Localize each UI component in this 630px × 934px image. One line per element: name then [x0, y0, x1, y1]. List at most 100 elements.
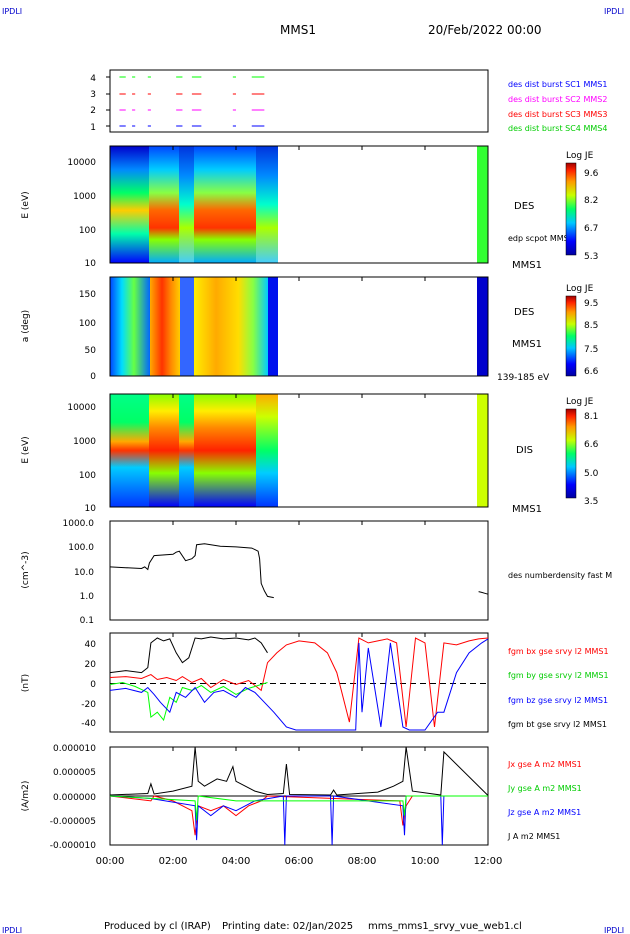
time-tick-label: 04:00 — [222, 856, 251, 867]
dis-energy-block-5 — [256, 394, 278, 507]
des-energy-tick: 1000 — [73, 192, 96, 202]
current-label-jy: Jy gse A m2 MMS1 — [507, 784, 582, 793]
des-pitch-block-4 — [194, 277, 268, 376]
des-energy-colorbar-tick: 9.6 — [584, 169, 599, 179]
des-energy-colorbar-tick: 6.7 — [584, 224, 598, 234]
des-pitch-colorbar — [565, 295, 577, 377]
density-tick: 1.0 — [80, 592, 95, 602]
corner-label-bottom-right: IPDLI — [604, 926, 624, 934]
des-energy-overlay-label: edp scpot MMS1 — [508, 234, 574, 243]
des-energy-block-3 — [179, 146, 194, 263]
dis-energy-block-4 — [194, 394, 256, 507]
des-pitch-block-2 — [150, 277, 180, 376]
dis-energy-colorbar-tick: 6.6 — [584, 440, 599, 450]
density-ylabel: (cm^-3) — [21, 551, 31, 588]
series-line-fgm-bz-gse-srvy-l2-mms1 — [109, 638, 489, 731]
dis-energy-block-6 — [477, 394, 488, 507]
dis-energy-label: DIS — [516, 445, 533, 456]
burst-label-sc3: des dist burst SC3 MMS3 — [508, 110, 607, 119]
series-line-fgm-bx-gse-srvy-l2-mms1 — [109, 637, 489, 728]
series-line-fgm-by-gse-srvy-l2-mms1 — [109, 681, 268, 722]
burst-label-sc1: des dist burst SC1 MMS1 — [508, 80, 607, 89]
time-axis: 00:00 02:00 04:00 06:00 08:00 10:00 12:00 — [96, 146, 503, 867]
time-tick-label: 00:00 — [96, 856, 125, 867]
corner-label-top-left: IPDLI — [2, 7, 22, 16]
density-lines — [109, 543, 489, 599]
time-tick-label: 12:00 — [474, 856, 503, 867]
spacecraft-title: MMS1 — [280, 23, 316, 37]
dis-energy-tick: 10000 — [67, 403, 96, 413]
density-series-label: des numberdensity fast M — [508, 571, 612, 580]
des-energy-colorbar — [565, 162, 577, 256]
dis-energy-block-3 — [179, 394, 194, 507]
des-pitch-block-5 — [268, 277, 278, 376]
burst-tick-1: 1 — [90, 123, 96, 133]
series-line-des-numberdensity-fast-m — [109, 543, 274, 599]
bfield-ylabel: (nT) — [21, 674, 31, 692]
des-energy-sc-label: MMS1 — [512, 260, 542, 271]
des-energy-label: DES — [514, 201, 534, 212]
series-line-j-a-m2-mms1 — [109, 746, 489, 796]
panel-burst-frame — [109, 69, 489, 133]
bfield-label-by: fgm by gse srvy l2 MMS1 — [508, 671, 609, 680]
dis-energy-tick: 1000 — [73, 437, 96, 447]
current-tick: -0.000010 — [50, 841, 96, 851]
density-tick: 100.0 — [68, 543, 94, 553]
des-energy-tick: 100 — [79, 226, 96, 236]
des-pitch-tick: 150 — [79, 290, 96, 300]
dis-energy-block-2 — [149, 394, 179, 507]
des-pitch-colorbar-tick: 9.5 — [584, 299, 598, 309]
footer-printing-date: Printing date: 02/Jan/2025 — [222, 921, 353, 932]
des-energy-colorbar-title: Log JE — [566, 151, 594, 161]
time-tick-label: 02:00 — [159, 856, 188, 867]
dis-energy-colorbar-tick: 5.0 — [584, 469, 599, 479]
des-energy-block-5 — [256, 146, 278, 263]
bfield-label-bz: fgm bz gse srvy l2 MMS1 — [508, 696, 608, 705]
des-energy-block-2 — [149, 146, 179, 263]
current-label-jz: Jz gse A m2 MMS1 — [507, 808, 581, 817]
burst-label-sc4: des dist burst SC4 MMS4 — [508, 124, 607, 133]
density-tick: 0.1 — [80, 616, 94, 626]
des-energy-colorbar-tick: 8.2 — [584, 196, 598, 206]
current-tick: -0.000005 — [50, 817, 96, 827]
des-energy-block-6 — [477, 146, 488, 263]
des-pitch-sc-label: MMS1 — [512, 339, 542, 350]
des-energy-block-4 — [194, 146, 256, 263]
bfield-tick: 0 — [90, 680, 96, 690]
series-line-segment-1 — [478, 591, 489, 595]
current-tick: 0.000010 — [53, 744, 96, 754]
des-pitch-tick: 100 — [79, 319, 96, 329]
des-pitch-tick: 0 — [90, 372, 96, 382]
des-pitch-ylabel: a (deg) — [21, 310, 31, 342]
burst-tick-4: 4 — [90, 74, 96, 84]
bfield-label-bx: fgm bx gse srvy l2 MMS1 — [508, 647, 609, 656]
des-pitch-block-3 — [180, 277, 194, 376]
des-pitch-block-1 — [110, 277, 150, 376]
dis-energy-colorbar-tick: 8.1 — [584, 412, 598, 422]
density-tick: 10.0 — [74, 568, 94, 578]
panel-des-energy: 10000 1000 100 10 E (eV) DES edp scpot M… — [21, 145, 599, 271]
dis-energy-block-1 — [110, 394, 149, 507]
des-energy-colorbar-tick: 5.3 — [584, 252, 598, 262]
des-pitch-colorbar-tick: 6.6 — [584, 367, 599, 377]
density-tick: 1000.0 — [63, 519, 95, 529]
des-energy-tick: 10 — [85, 259, 97, 269]
burst-label-sc2: des dist burst SC2 MMS2 — [508, 95, 607, 104]
bfield-tick: -40 — [81, 719, 96, 729]
des-pitch-colorbar-tick: 7.5 — [584, 345, 598, 355]
time-tick-label: 06:00 — [285, 856, 314, 867]
series-line-jx-gse-a-m2-mms1 — [109, 795, 488, 836]
series-line-jy-gse-a-m2-mms1 — [109, 795, 488, 821]
panel-dis-energy: 10000 1000 100 10 E (eV) DIS MMS1 Log JE… — [21, 393, 599, 515]
des-pitch-range-label: 139-185 eV — [497, 373, 550, 383]
panel-des-pitch: 150 100 50 0 a (deg) DES MMS1 139-185 eV… — [21, 276, 599, 383]
des-pitch-colorbar-title: Log JE — [566, 284, 594, 294]
bfield-label-bt: fgm bt gse srvy l2 MMS1 — [508, 720, 607, 729]
panel-current: 0.000010 0.000005 0.000000 -0.000005 -0.… — [21, 744, 582, 851]
current-tick: 0.000005 — [53, 768, 96, 778]
footer-produced-by: Produced by cl (IRAP) — [104, 921, 211, 932]
burst-tick-3: 3 — [90, 90, 96, 100]
series-line-jz-gse-a-m2-mms1 — [109, 795, 488, 846]
des-energy-tick: 10000 — [67, 158, 96, 168]
